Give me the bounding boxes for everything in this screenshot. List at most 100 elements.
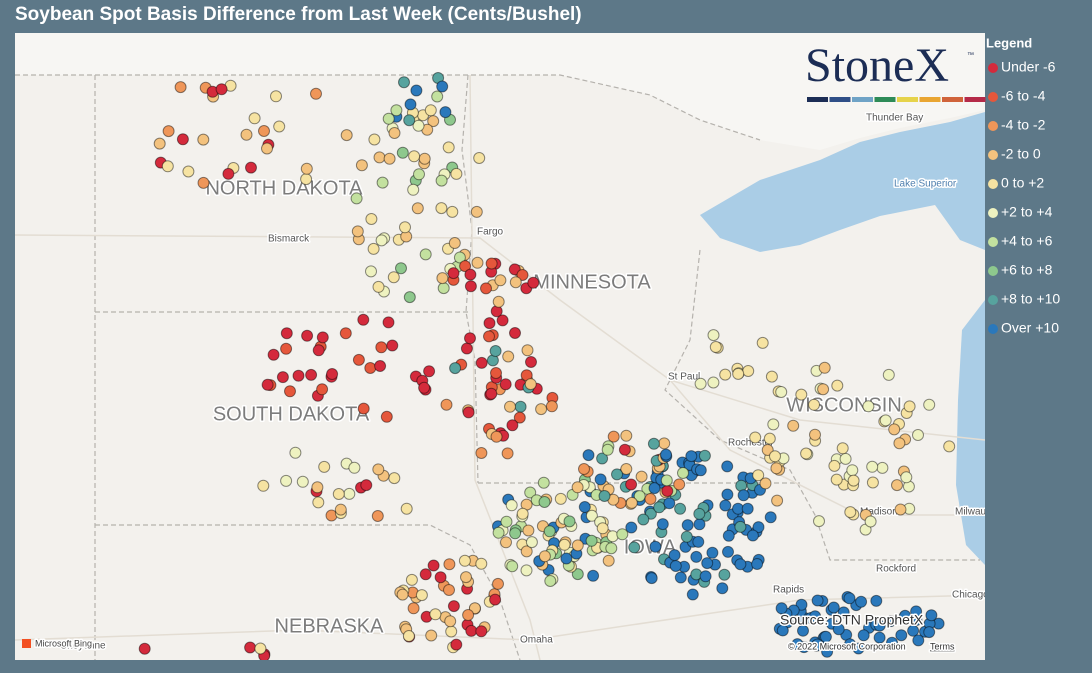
station-dot (852, 642, 865, 655)
station-dot (450, 638, 463, 651)
station-dot (267, 348, 280, 361)
station-dot (661, 485, 674, 497)
station-dot (698, 449, 711, 462)
station-dot (585, 534, 598, 547)
station-dot (808, 398, 820, 411)
station-dot (538, 496, 551, 508)
station-dot (475, 625, 488, 638)
station-dot (509, 527, 522, 540)
station-dot (312, 344, 325, 357)
station-dot (305, 368, 318, 381)
station-dot (795, 388, 808, 401)
legend-label: Under -6 (1001, 59, 1056, 75)
station-dot (475, 356, 488, 369)
station-dot (407, 183, 420, 196)
station-dot (280, 342, 293, 355)
station-dot (460, 571, 472, 584)
station-dot (289, 446, 302, 459)
station-dot (343, 487, 356, 500)
station-dot (611, 468, 623, 481)
station-dot (506, 419, 519, 432)
station-dot (798, 641, 810, 654)
station-dot (616, 528, 629, 541)
station-dot (483, 317, 496, 330)
station-dot (301, 329, 314, 342)
station-dot (182, 165, 195, 178)
station-dot (618, 443, 631, 456)
station-dot (677, 467, 689, 479)
station-dot (647, 437, 660, 450)
legend-label: +2 to +4 (1001, 204, 1053, 220)
station-dot (625, 521, 638, 534)
station-dot (873, 619, 886, 632)
station-dot (692, 535, 705, 548)
station-dot (558, 538, 571, 551)
station-dot (440, 398, 453, 411)
station-dot (500, 515, 513, 528)
station-dot (411, 202, 424, 215)
station-dot (571, 568, 584, 581)
station-dot (254, 642, 267, 655)
station-dot (653, 501, 666, 514)
station-dot (819, 630, 832, 643)
station-dot (458, 554, 471, 567)
station-dot (607, 430, 620, 443)
station-dot (582, 449, 595, 462)
border (15, 74, 761, 141)
station-dot (382, 112, 395, 125)
terms-link[interactable]: Terms (929, 640, 957, 653)
station-dot (509, 276, 522, 289)
station-dot (350, 192, 363, 205)
station-dot (431, 90, 444, 103)
station-dot (894, 503, 907, 516)
station-dot (483, 330, 495, 343)
station-dot (596, 522, 609, 535)
station-dot (527, 276, 540, 289)
station-dot (405, 573, 418, 586)
station-dot (876, 461, 889, 474)
station-dot (571, 539, 584, 552)
station-dot (280, 474, 293, 487)
station-dot (737, 489, 750, 502)
station-dot (473, 152, 486, 164)
logo-stripe (942, 97, 963, 102)
station-dot (776, 624, 789, 637)
station-dot (645, 572, 658, 585)
station-dot (340, 129, 353, 142)
station-dot (690, 550, 703, 563)
station-dot (821, 645, 834, 658)
station-dot (721, 488, 734, 501)
station-dot (492, 526, 505, 539)
station-dot (674, 502, 687, 515)
legend-swatch (988, 150, 998, 160)
station-dot (765, 370, 778, 383)
station-dot (893, 437, 906, 450)
station-dot (443, 558, 456, 571)
station-dot (943, 440, 956, 453)
station-dot (388, 472, 401, 485)
station-dot (910, 605, 923, 618)
place-label: Lake Superior (894, 179, 957, 190)
station-dot (660, 474, 673, 487)
station-dot (578, 463, 590, 475)
station-dot (601, 443, 614, 456)
station-dot (464, 332, 476, 345)
station-dot (843, 592, 856, 605)
station-dot (449, 362, 462, 375)
station-dot (524, 486, 537, 499)
place-label: Omaha (520, 635, 553, 646)
station-dot (544, 575, 557, 587)
legend-label: +4 to +6 (1001, 233, 1053, 249)
station-dot (270, 90, 282, 103)
station-dot (506, 560, 519, 573)
station-dot (516, 269, 529, 281)
station-dot (585, 509, 598, 522)
station-dot (606, 530, 619, 543)
station-dot (524, 378, 537, 391)
station-dot (903, 400, 916, 413)
station-dot (525, 356, 537, 368)
legend-label: -4 to -2 (1001, 117, 1046, 133)
station-dot (435, 174, 448, 187)
station-dot (300, 173, 313, 186)
station-dot (598, 490, 611, 502)
